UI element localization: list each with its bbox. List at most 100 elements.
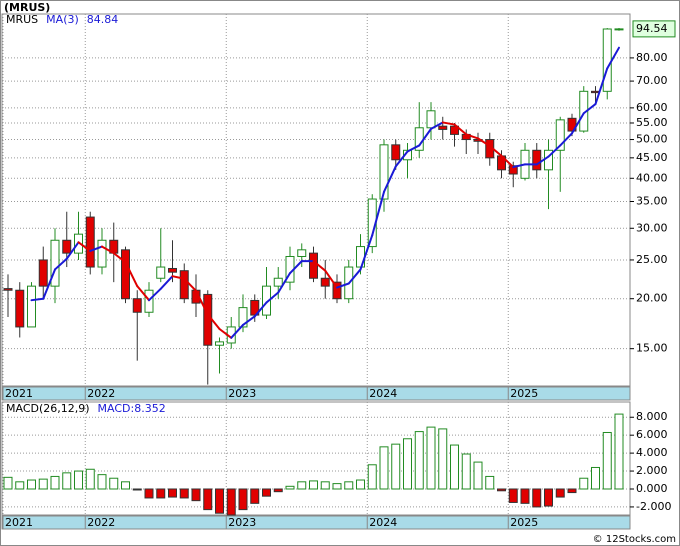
- candle-body: [15, 289, 25, 328]
- chart-title: (MRUS): [4, 1, 50, 14]
- ma-segment: [606, 46, 620, 70]
- ma-segment: [230, 323, 244, 339]
- ma-segment: [253, 301, 268, 318]
- x-tick-label: 2022: [87, 516, 115, 529]
- legend-item: MACD(26,12,9): [6, 402, 90, 415]
- macd-bar: [614, 413, 624, 490]
- x-tick-label: 2024: [369, 387, 397, 400]
- macd-bar: [485, 475, 495, 490]
- y-tick-label: 4.000: [636, 446, 668, 459]
- macd-bar: [179, 488, 189, 499]
- y-tick-label: 20.00: [636, 292, 668, 305]
- macd-bar: [109, 477, 119, 490]
- macd-bar: [332, 483, 342, 490]
- y-tick-label: 0.000: [636, 482, 668, 495]
- candle-body: [144, 289, 154, 313]
- candle-body: [179, 270, 189, 300]
- macd-bar: [262, 488, 271, 497]
- candle-body: [156, 266, 166, 279]
- macd-bar: [391, 443, 401, 490]
- macd-bar: [3, 476, 13, 490]
- macd-bar: [215, 488, 224, 514]
- y-tick-label: 55.00: [636, 116, 668, 129]
- ma-segment: [42, 268, 56, 300]
- ma-segment: [394, 150, 409, 168]
- date-strip: [1, 515, 631, 530]
- legend-item: 84.84: [87, 13, 119, 26]
- macd-bar: [144, 488, 154, 499]
- ma-segment: [594, 67, 609, 106]
- macd-bar: [74, 470, 83, 490]
- macd-bar: [226, 488, 236, 516]
- macd-bar: [579, 477, 589, 490]
- candle-body: [3, 288, 13, 291]
- ma-segment: [65, 241, 80, 260]
- candle-body: [273, 277, 283, 287]
- x-tick-label: 2025: [510, 516, 538, 529]
- candle-body: [132, 298, 142, 313]
- candle-body: [602, 28, 612, 92]
- ma-segment: [418, 127, 432, 147]
- candle-body: [85, 216, 95, 268]
- macd-bar: [309, 480, 318, 490]
- macd-bar: [450, 444, 459, 490]
- x-tick-label: 2023: [228, 387, 256, 400]
- date-strip: [1, 386, 631, 401]
- ma-segment: [453, 123, 468, 136]
- x-tick-label: 2022: [87, 387, 115, 400]
- macd-bar: [356, 479, 365, 490]
- ma-segment: [512, 163, 526, 169]
- y-tick-label: 60.00: [636, 101, 668, 114]
- y-tick-label: -2.000: [636, 500, 671, 513]
- ma-segment: [265, 291, 280, 304]
- ma-segment: [406, 144, 421, 153]
- ma-segment: [206, 313, 221, 330]
- macd-bar: [591, 466, 600, 490]
- ma-segment: [242, 315, 256, 326]
- candle-body: [168, 267, 177, 273]
- ma-segment: [54, 257, 68, 271]
- macd-bar: [461, 453, 471, 490]
- macd-bar: [15, 481, 25, 490]
- macd-bar: [62, 472, 72, 490]
- ma-segment: [488, 145, 503, 157]
- ma-segment: [195, 289, 209, 316]
- macd-bar: [367, 464, 377, 490]
- candle-body: [50, 239, 60, 287]
- macd-bar: [567, 488, 577, 494]
- macd-bar: [403, 438, 412, 490]
- candle-body: [38, 259, 48, 287]
- x-tick-label: 2025: [510, 387, 538, 400]
- last-price: 94.54: [636, 22, 668, 35]
- candle-body: [426, 110, 436, 129]
- macd-bar: [273, 488, 283, 493]
- x-tick-label: 2021: [5, 387, 33, 400]
- macd-bar: [85, 468, 95, 490]
- ma-segment: [183, 277, 197, 292]
- candle-body: [238, 307, 248, 328]
- candle-body: [320, 277, 330, 287]
- ma-segment: [277, 272, 291, 294]
- x-tick-label: 2021: [5, 516, 33, 529]
- ma-segment: [77, 241, 92, 252]
- y-tick-label: 25.00: [636, 253, 668, 266]
- candle-body: [27, 285, 36, 328]
- ma-segment: [571, 112, 585, 135]
- ma-segment: [148, 287, 162, 302]
- macd-bar: [297, 481, 307, 490]
- macd-bar: [121, 481, 130, 490]
- macd-bar: [379, 446, 389, 490]
- macd-bar: [132, 488, 142, 491]
- candle-body: [297, 249, 307, 258]
- x-tick-label: 2023: [228, 516, 256, 529]
- legend-item: MACD:: [98, 402, 135, 415]
- plot-area: [1, 13, 631, 387]
- candle-body: [438, 125, 448, 130]
- ma-segment: [324, 269, 338, 289]
- ma-segment: [535, 155, 550, 166]
- candle-body: [97, 239, 107, 268]
- macd-bar: [38, 478, 48, 490]
- y-tick-label: 70.00: [636, 74, 668, 87]
- macd-bar: [344, 481, 354, 490]
